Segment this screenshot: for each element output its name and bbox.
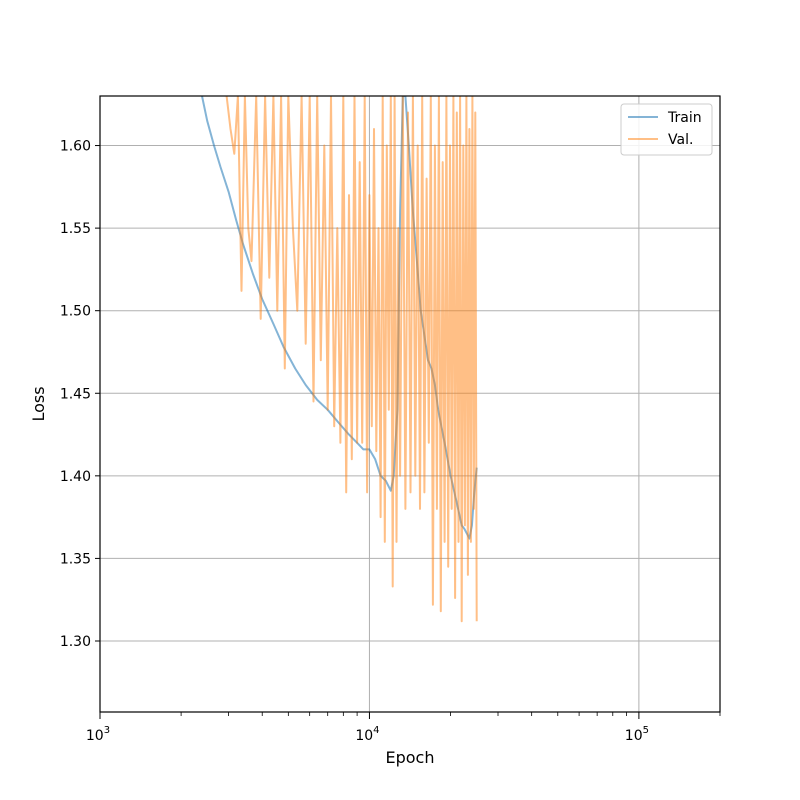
legend-label-val: Val. [668, 132, 693, 148]
y-tick-label: 1.30 [60, 634, 91, 650]
series-layer [201, 96, 478, 623]
y-axis-label: Loss [29, 386, 48, 421]
y-axis-ticks: 1.30 1.35 1.40 1.45 1.50 1.55 1.60 [60, 139, 100, 650]
y-tick-label: 1.60 [60, 139, 91, 155]
x-tick-label: 104 [355, 725, 379, 744]
y-tick-label: 1.45 [60, 386, 91, 402]
x-axis-label: Epoch [386, 748, 435, 767]
x-axis-ticks: 103 104 105 [86, 712, 721, 744]
series-line-val [225, 96, 478, 623]
plot-frame [99, 95, 721, 713]
y-tick-label: 1.40 [60, 469, 91, 485]
y-tick-label: 1.35 [60, 551, 91, 567]
x-tick-label: 105 [625, 725, 649, 744]
y-tick-label: 1.50 [60, 304, 91, 320]
legend-label-train: Train [667, 110, 702, 126]
y-tick-label: 1.55 [60, 221, 91, 237]
x-tick-label: 103 [86, 725, 110, 744]
legend: Train Val. [620, 103, 713, 156]
